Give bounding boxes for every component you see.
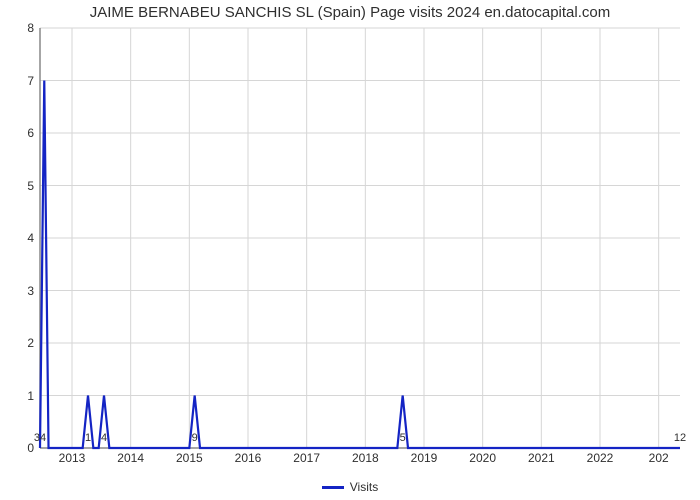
chart-title: JAIME BERNABEU SANCHIS SL (Spain) Page v… bbox=[0, 4, 700, 21]
x-tick-label: 2014 bbox=[117, 451, 144, 465]
legend: Visits bbox=[0, 479, 700, 494]
y-tick-label: 5 bbox=[4, 179, 34, 193]
x-tick-label: 202 bbox=[649, 451, 669, 465]
value-label: 12 bbox=[674, 432, 686, 444]
x-tick-label: 2019 bbox=[411, 451, 438, 465]
x-tick-label: 2015 bbox=[176, 451, 203, 465]
value-label: 4 bbox=[101, 432, 107, 444]
x-tick-label: 2021 bbox=[528, 451, 555, 465]
value-label: 9 bbox=[192, 432, 198, 444]
chart-container: JAIME BERNABEU SANCHIS SL (Spain) Page v… bbox=[0, 0, 700, 500]
x-tick-label: 2016 bbox=[235, 451, 262, 465]
x-tick-label: 2013 bbox=[59, 451, 86, 465]
plot-area bbox=[40, 28, 680, 448]
value-label: 34 bbox=[34, 432, 46, 444]
y-tick-label: 1 bbox=[4, 389, 34, 403]
y-tick-label: 3 bbox=[4, 284, 34, 298]
x-tick-label: 2017 bbox=[293, 451, 320, 465]
y-tick-label: 8 bbox=[4, 21, 34, 35]
y-tick-label: 7 bbox=[4, 74, 34, 88]
y-tick-label: 4 bbox=[4, 231, 34, 245]
x-tick-label: 2018 bbox=[352, 451, 379, 465]
y-tick-label: 0 bbox=[4, 441, 34, 455]
chart-svg bbox=[40, 28, 680, 448]
legend-label: Visits bbox=[350, 480, 378, 494]
x-tick-label: 2022 bbox=[587, 451, 614, 465]
x-tick-label: 2020 bbox=[469, 451, 496, 465]
y-tick-label: 2 bbox=[4, 336, 34, 350]
value-label: 1 bbox=[85, 432, 91, 444]
value-label: 5 bbox=[400, 432, 406, 444]
legend-swatch bbox=[322, 486, 344, 489]
y-tick-label: 6 bbox=[4, 126, 34, 140]
